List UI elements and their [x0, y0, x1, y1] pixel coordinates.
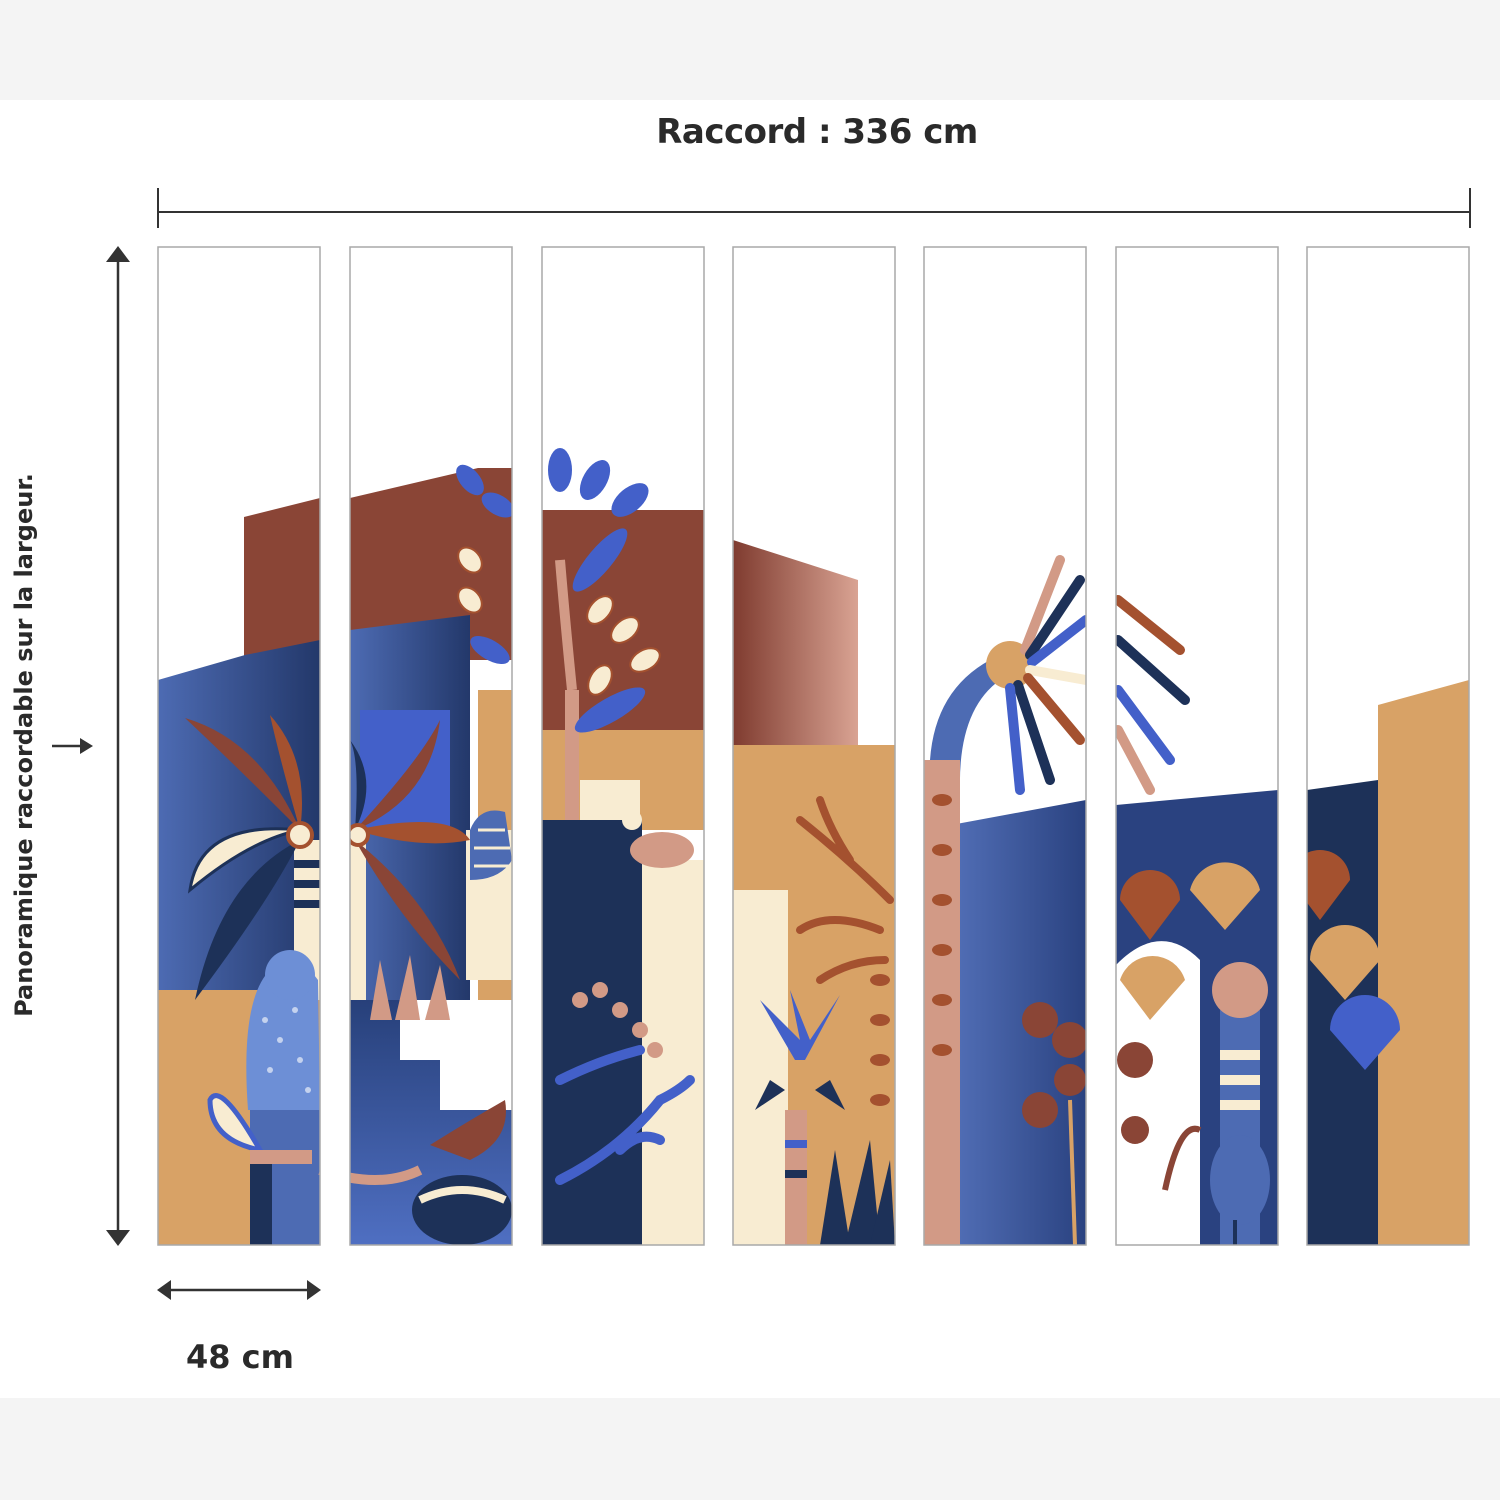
bird	[412, 1100, 512, 1245]
coral-tree	[456, 448, 661, 820]
spiky-plant	[820, 1140, 895, 1245]
blue-coral	[555, 1045, 695, 1185]
panel-outlines	[157, 246, 1470, 1246]
coral-branch	[796, 796, 894, 984]
panel-4	[732, 246, 896, 1246]
panel-7	[1306, 246, 1470, 1246]
total-width-dimension	[157, 188, 1471, 228]
flower-palm	[986, 555, 1190, 795]
title-label: Raccord	[656, 112, 807, 152]
panel-2	[349, 246, 513, 1246]
panel-width-dimension	[157, 1280, 321, 1300]
flower-cluster	[1022, 1002, 1153, 1144]
title-value: 336 cm	[842, 112, 978, 152]
panel-5	[923, 246, 1087, 1246]
panel-1	[157, 246, 321, 1246]
panel-width-label: 48 cm	[186, 1338, 294, 1376]
leopard	[246, 950, 320, 1110]
join-direction-arrow	[52, 738, 93, 754]
zebra	[470, 810, 512, 880]
mural-illustration	[158, 448, 1469, 1245]
panel-6	[1115, 246, 1279, 1246]
title-separator: :	[806, 112, 843, 152]
seagull	[622, 810, 694, 868]
lily-plant	[755, 990, 845, 1245]
height-dimension-arrow	[106, 246, 130, 1246]
palm-tree	[185, 715, 470, 1000]
fan-palm	[207, 1093, 312, 1164]
vertical-caption: Panoramique raccordable sur la largeur.	[10, 473, 38, 1017]
peacock-branch	[572, 982, 663, 1058]
panel-3	[541, 246, 705, 1246]
heron	[1162, 1125, 1270, 1245]
total-width-title: Raccord : 336 cm	[0, 112, 1500, 152]
cactus	[370, 955, 450, 1020]
